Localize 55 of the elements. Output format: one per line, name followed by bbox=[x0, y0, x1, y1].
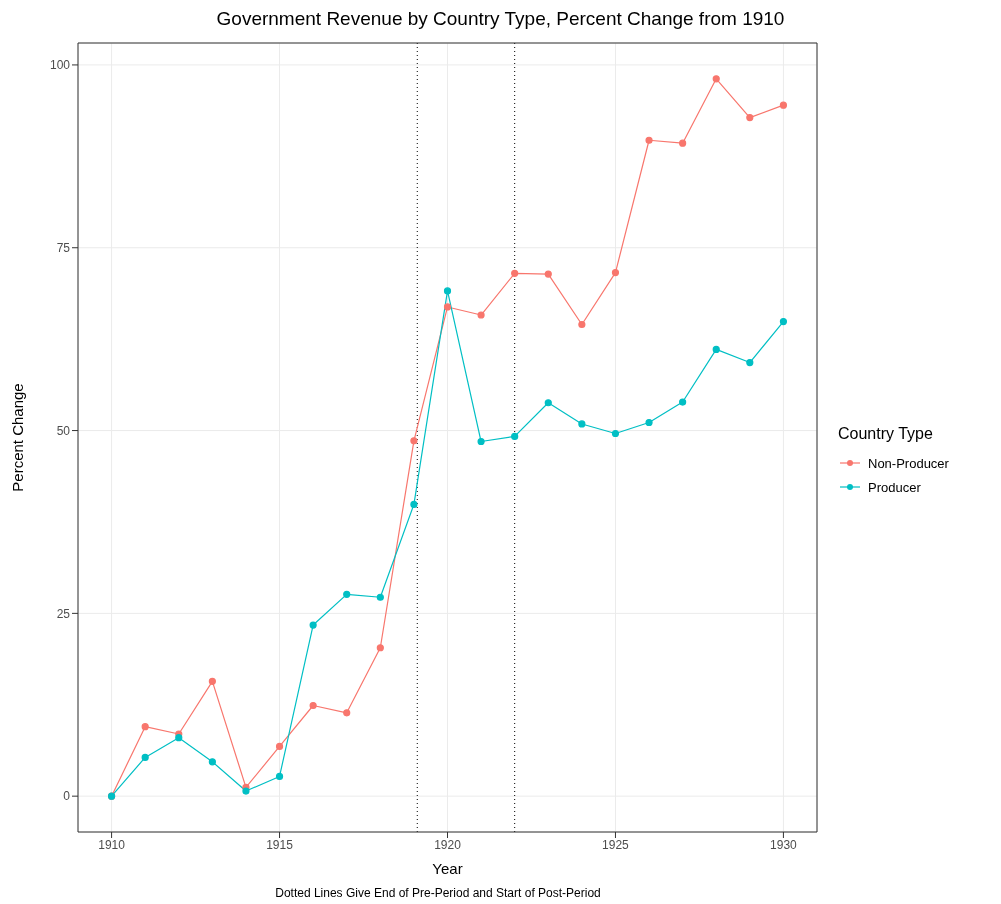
point bbox=[712, 345, 720, 353]
point bbox=[343, 709, 351, 717]
point bbox=[779, 101, 788, 109]
x-tick-label: 1920 bbox=[434, 837, 462, 852]
point bbox=[309, 701, 317, 710]
point bbox=[511, 269, 519, 277]
point bbox=[410, 437, 418, 445]
point bbox=[275, 742, 284, 751]
point bbox=[611, 429, 620, 438]
y-tick-label: 50 bbox=[56, 423, 71, 438]
text: Dotted Lines Give End of Pre-Period and Start of Post-Period bbox=[274, 886, 602, 900]
point bbox=[544, 270, 552, 278]
legend-label: Producer bbox=[868, 479, 921, 495]
point bbox=[611, 269, 620, 277]
point bbox=[645, 418, 653, 427]
point bbox=[175, 734, 183, 742]
point bbox=[746, 113, 754, 122]
point bbox=[141, 753, 149, 762]
x-axis-title: Year bbox=[432, 860, 463, 877]
point bbox=[511, 432, 519, 440]
point bbox=[242, 787, 250, 795]
point bbox=[477, 311, 485, 319]
point bbox=[141, 723, 149, 731]
point bbox=[275, 772, 284, 781]
point bbox=[208, 758, 216, 766]
point bbox=[343, 590, 351, 598]
point bbox=[443, 303, 452, 311]
point bbox=[376, 593, 384, 601]
point bbox=[578, 320, 586, 329]
x-tick-label: 1915 bbox=[266, 837, 294, 852]
point bbox=[679, 139, 687, 147]
point bbox=[746, 358, 754, 367]
chart-title: Government Revenue by Country Type, Percent Change from 1910 bbox=[215, 8, 786, 30]
point bbox=[309, 621, 317, 629]
legend-label: Non-Producer bbox=[868, 455, 949, 471]
point bbox=[779, 318, 788, 326]
point bbox=[477, 437, 485, 446]
point bbox=[578, 420, 586, 428]
point bbox=[645, 136, 653, 144]
point bbox=[679, 398, 687, 406]
y-tick-label: 0 bbox=[63, 789, 71, 804]
legend-title: Country Type bbox=[838, 425, 934, 443]
y-axis-title: Percent Change bbox=[9, 383, 27, 492]
y-tick-label: 100 bbox=[49, 58, 71, 73]
point bbox=[712, 75, 720, 83]
point bbox=[208, 677, 216, 685]
point bbox=[410, 500, 418, 509]
x-tick-label: 1925 bbox=[602, 837, 630, 852]
y-tick-label: 25 bbox=[56, 606, 71, 621]
x-tick-label: 1930 bbox=[770, 837, 798, 852]
point bbox=[443, 287, 452, 295]
x-tick-label: 1910 bbox=[98, 837, 126, 852]
point bbox=[544, 399, 552, 407]
y-tick-label: 75 bbox=[56, 241, 71, 256]
point bbox=[376, 644, 384, 652]
